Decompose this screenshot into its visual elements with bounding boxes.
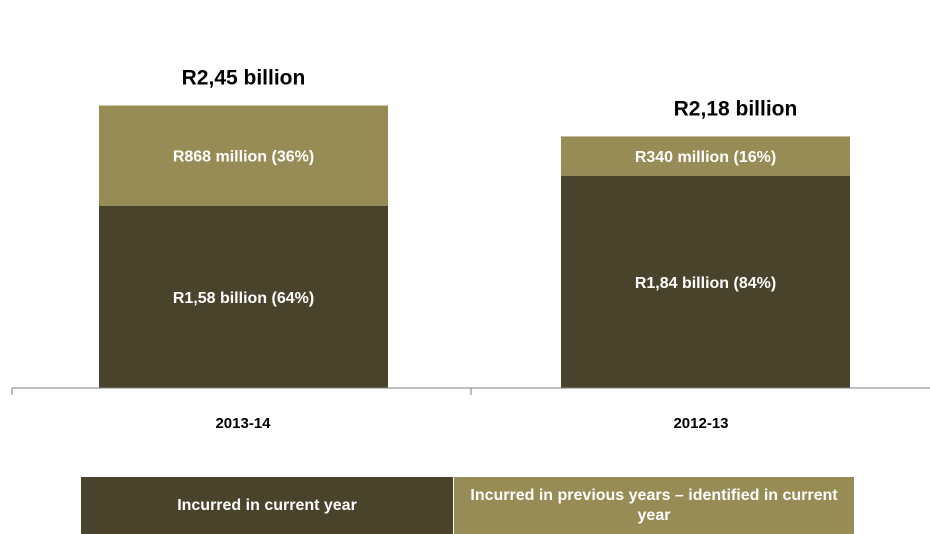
legend-item-previous-years: Incurred in previous years – identified …	[453, 477, 854, 534]
segment-label-current-year: R1,58 billion (64%)	[173, 290, 314, 307]
bars-group	[99, 105, 850, 388]
bar-segment-previous-years	[99, 105, 388, 206]
legend: Incurred in current year Incurred in pre…	[81, 477, 854, 534]
segment-label-previous-years: R868 million (36%)	[173, 149, 314, 166]
segment-labels-group: R1,58 billion (64%) R868 million (36%) R1,…	[173, 149, 776, 307]
x-tick-labels-group: 2013-14 2012-13	[215, 415, 728, 432]
segment-label-current-year: R1,84 billion (84%)	[635, 275, 776, 292]
legend-item-current-year: Incurred in current year	[81, 477, 453, 534]
x-tick-label: 2012-13	[673, 415, 728, 432]
segment-label-previous-years: R340 million (16%)	[635, 149, 776, 166]
bar-segment-current-year	[99, 205, 388, 388]
total-label: R2,45 billion	[182, 67, 306, 90]
total-label: R2,18 billion	[674, 97, 798, 120]
bar-segment-current-year	[561, 175, 850, 388]
x-tick-label: 2013-14	[215, 415, 271, 432]
bar-segment-previous-years	[561, 136, 850, 176]
total-labels-group: R2,45 billion R2,18 billion	[182, 67, 798, 121]
